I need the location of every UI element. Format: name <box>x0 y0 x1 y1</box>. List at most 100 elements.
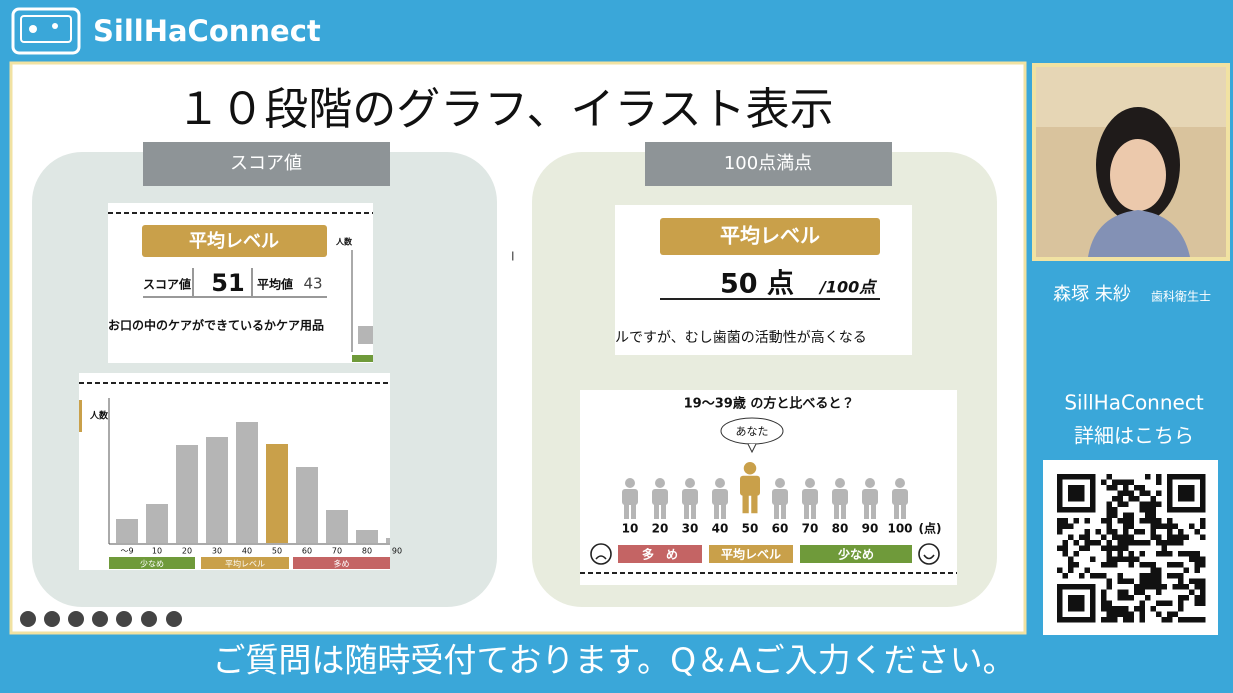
qr-module[interactable] <box>1150 518 1157 524</box>
qr-module[interactable] <box>1139 584 1146 590</box>
qr-module[interactable] <box>1112 562 1118 568</box>
qr-module[interactable] <box>1090 573 1096 579</box>
qr-module[interactable] <box>1156 600 1162 607</box>
toolbar-button[interactable] <box>68 611 84 627</box>
qr-module[interactable] <box>1194 595 1201 601</box>
qr-module[interactable] <box>1194 617 1201 623</box>
qr-module[interactable] <box>1134 485 1140 491</box>
qr-module[interactable] <box>1139 490 1146 497</box>
qr-module[interactable] <box>1200 562 1206 568</box>
qr-module[interactable] <box>1106 578 1113 585</box>
qr-module[interactable] <box>1156 540 1162 546</box>
qr-module[interactable] <box>1139 501 1146 508</box>
qr-module[interactable] <box>1145 490 1151 497</box>
qr-module[interactable] <box>1128 518 1135 524</box>
qr-module[interactable] <box>1106 485 1113 491</box>
qr-module[interactable] <box>1172 540 1179 546</box>
qr-module[interactable] <box>1183 534 1190 541</box>
qr-module[interactable] <box>1145 540 1151 546</box>
qr-module[interactable] <box>1101 518 1107 524</box>
qr-module[interactable] <box>1117 540 1124 546</box>
qr-module[interactable] <box>1068 534 1074 541</box>
qr-module[interactable] <box>1117 556 1124 563</box>
qr-module[interactable] <box>1178 617 1184 623</box>
qr-module[interactable] <box>1194 567 1201 574</box>
qr-module[interactable] <box>1106 474 1113 480</box>
qr-module[interactable] <box>1194 578 1201 585</box>
qr-module[interactable] <box>1178 600 1184 607</box>
qr-module[interactable] <box>1150 584 1157 590</box>
qr-module[interactable] <box>1101 534 1107 541</box>
qr-module[interactable] <box>1134 556 1140 563</box>
qr-module[interactable] <box>1057 518 1063 524</box>
qr-module[interactable] <box>1123 479 1129 486</box>
qr-module[interactable] <box>1145 474 1151 480</box>
qr-module[interactable] <box>1117 496 1124 502</box>
qr-module[interactable] <box>1117 551 1124 557</box>
qr-module[interactable] <box>1167 523 1173 530</box>
qr-module[interactable] <box>1200 578 1206 585</box>
qr-module[interactable] <box>1156 584 1162 590</box>
qr-finder[interactable] <box>1178 485 1195 502</box>
qr-module[interactable] <box>1156 567 1162 574</box>
qr-module[interactable] <box>1112 485 1118 491</box>
qr-module[interactable] <box>1106 507 1113 513</box>
qr-module[interactable] <box>1123 490 1129 497</box>
qr-module[interactable] <box>1139 518 1146 524</box>
qr-module[interactable] <box>1117 595 1124 601</box>
qr-module[interactable] <box>1123 518 1129 524</box>
qr-module[interactable] <box>1200 617 1206 623</box>
qr-module[interactable] <box>1117 501 1124 508</box>
qr-module[interactable] <box>1117 589 1124 596</box>
qr-module[interactable] <box>1134 606 1140 612</box>
qr-module[interactable] <box>1161 540 1168 546</box>
qr-module[interactable] <box>1156 578 1162 585</box>
qr-module[interactable] <box>1057 567 1063 574</box>
qr-module[interactable] <box>1123 595 1129 601</box>
qr-module[interactable] <box>1128 562 1135 568</box>
qr-module[interactable] <box>1150 534 1157 541</box>
qr-module[interactable] <box>1134 529 1140 535</box>
qr-finder[interactable] <box>1068 485 1085 502</box>
qr-module[interactable] <box>1183 551 1190 557</box>
qr-module[interactable] <box>1117 490 1124 497</box>
qr-module[interactable] <box>1161 551 1168 557</box>
qr-module[interactable] <box>1073 540 1080 546</box>
qr-module[interactable] <box>1106 518 1113 524</box>
qr-module[interactable] <box>1150 512 1157 519</box>
qr-module[interactable] <box>1079 545 1085 552</box>
qr-module[interactable] <box>1134 540 1140 546</box>
qr-module[interactable] <box>1128 496 1135 502</box>
qr-module[interactable] <box>1150 606 1157 612</box>
qr-module[interactable] <box>1200 584 1206 590</box>
qr-module[interactable] <box>1106 606 1113 612</box>
qr-module[interactable] <box>1183 595 1190 601</box>
qr-module[interactable] <box>1123 606 1129 612</box>
qr-module[interactable] <box>1128 523 1135 530</box>
qr-module[interactable] <box>1134 589 1140 596</box>
qr-module[interactable] <box>1095 529 1102 535</box>
toolbar-button[interactable] <box>20 611 36 627</box>
qr-module[interactable] <box>1194 600 1201 607</box>
qr-module[interactable] <box>1062 518 1069 524</box>
qr-module[interactable] <box>1128 490 1135 497</box>
qr-module[interactable] <box>1068 562 1074 568</box>
qr-module[interactable] <box>1134 496 1140 502</box>
qr-module[interactable] <box>1139 617 1146 623</box>
qr-module[interactable] <box>1112 556 1118 563</box>
qr-module[interactable] <box>1112 545 1118 552</box>
qr-module[interactable] <box>1090 556 1096 563</box>
qr-module[interactable] <box>1106 529 1113 535</box>
qr-module[interactable] <box>1123 556 1129 563</box>
qr-module[interactable] <box>1068 523 1074 530</box>
qr-module[interactable] <box>1139 529 1146 535</box>
qr-module[interactable] <box>1145 584 1151 590</box>
qr-module[interactable] <box>1189 617 1195 623</box>
qr-module[interactable] <box>1112 534 1118 541</box>
qr-module[interactable] <box>1150 529 1157 535</box>
qr-module[interactable] <box>1062 573 1069 579</box>
qr-module[interactable] <box>1128 556 1135 563</box>
qr-module[interactable] <box>1161 600 1168 607</box>
qr-module[interactable] <box>1117 573 1124 579</box>
qr-module[interactable] <box>1156 479 1162 486</box>
